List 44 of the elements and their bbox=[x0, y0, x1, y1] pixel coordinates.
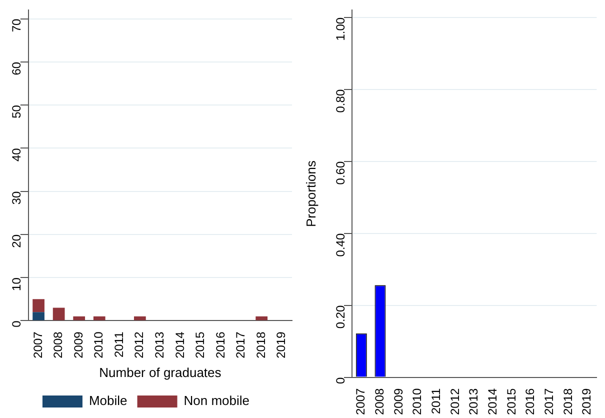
x-tick-label: 2010 bbox=[410, 388, 424, 416]
x-tick-label: 2010 bbox=[92, 331, 106, 358]
x-tick-label: 2011 bbox=[112, 331, 126, 358]
x-tick-label: 2008 bbox=[51, 331, 66, 358]
x-tick-label: 2014 bbox=[172, 331, 187, 358]
x-axis-title: Number of graduates bbox=[99, 364, 222, 380]
y-tick-label: 0.20 bbox=[333, 305, 348, 329]
y-tick-label: 70 bbox=[10, 18, 24, 32]
y-tick-label: 40 bbox=[10, 148, 24, 162]
y-tick-label: 1.00 bbox=[333, 17, 348, 41]
x-tick-label: 2016 bbox=[213, 331, 228, 358]
y-tick-label: 0.40 bbox=[333, 233, 348, 257]
y-tick-label: 20 bbox=[10, 234, 24, 248]
x-tick-label: 2018 bbox=[254, 331, 268, 358]
y-tick-label: 0.80 bbox=[333, 89, 348, 113]
x-tick-label: 2011 bbox=[429, 388, 444, 414]
y-tick-label: 0 bbox=[10, 320, 24, 328]
x-tick-label: 2013 bbox=[152, 331, 167, 358]
legend-label: Non mobile bbox=[184, 393, 250, 408]
x-tick-label: 2012 bbox=[132, 331, 146, 358]
y-tick-label: 30 bbox=[10, 191, 24, 205]
y-tick-label: 10 bbox=[10, 277, 24, 291]
y-tick-label: 0 bbox=[333, 376, 348, 384]
x-tick-label: 2019 bbox=[580, 388, 594, 416]
y-tick-label: 0.60 bbox=[333, 161, 348, 185]
x-tick-label: 2009 bbox=[391, 388, 406, 416]
x-tick-label: 2015 bbox=[193, 331, 208, 358]
x-tick-label: 2018 bbox=[560, 388, 575, 416]
x-tick-label: 2015 bbox=[504, 388, 518, 416]
x-tick-label: 2017 bbox=[542, 388, 556, 416]
x-tick-label: 2008 bbox=[372, 388, 387, 416]
y-tick-label: 50 bbox=[10, 104, 24, 118]
x-tick-label: 2013 bbox=[466, 388, 481, 416]
x-tick-label: 2019 bbox=[274, 331, 288, 358]
y-axis-title: Proportions bbox=[303, 160, 318, 227]
x-tick-label: 2007 bbox=[354, 388, 368, 416]
x-tick-label: 2009 bbox=[71, 331, 86, 358]
x-tick-label: 2017 bbox=[234, 331, 248, 358]
x-tick-label: 2012 bbox=[448, 388, 462, 416]
legend-label: Mobile bbox=[88, 393, 128, 408]
y-tick-label: 60 bbox=[10, 62, 24, 76]
x-tick-label: 2014 bbox=[485, 388, 500, 416]
x-tick-label: 2007 bbox=[30, 331, 45, 358]
x-tick-label: 2016 bbox=[523, 388, 538, 416]
